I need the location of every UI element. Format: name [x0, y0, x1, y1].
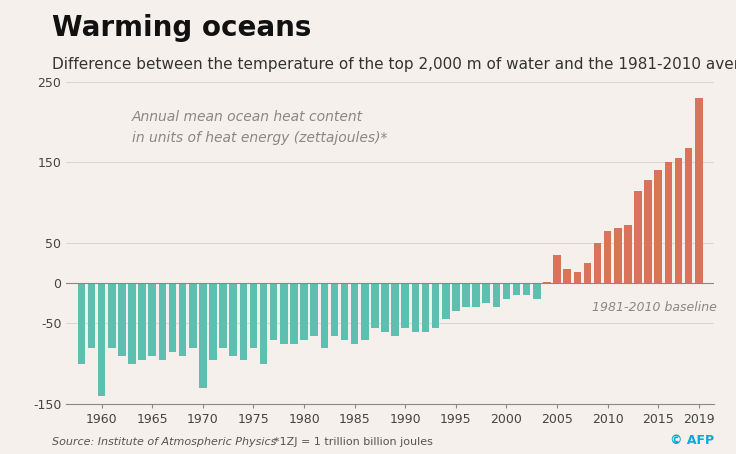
Bar [381, 283, 389, 331]
Bar [614, 228, 622, 283]
Bar [230, 283, 237, 356]
Bar [371, 283, 379, 327]
Bar [695, 98, 703, 283]
Bar [118, 283, 126, 356]
Bar [411, 283, 420, 331]
Bar [88, 283, 96, 348]
Bar [573, 272, 581, 283]
Bar [290, 283, 298, 344]
Bar [320, 283, 328, 348]
Bar [492, 283, 500, 307]
Bar [361, 283, 369, 340]
Bar [462, 283, 470, 307]
Bar [604, 231, 612, 283]
Bar [543, 281, 551, 283]
Bar [260, 283, 267, 364]
Bar [341, 283, 348, 340]
Bar [563, 269, 571, 283]
Text: Annual mean ocean heat content
in units of heat energy (zettajoules)*: Annual mean ocean heat content in units … [132, 110, 388, 144]
Bar [675, 158, 682, 283]
Bar [654, 170, 662, 283]
Bar [594, 243, 601, 283]
Bar [270, 283, 277, 340]
Bar [392, 283, 399, 336]
Bar [300, 283, 308, 340]
Bar [533, 283, 541, 299]
Bar [351, 283, 358, 344]
Bar [513, 283, 520, 295]
Bar [98, 283, 105, 396]
Bar [280, 283, 288, 344]
Bar [401, 283, 409, 327]
Bar [553, 255, 561, 283]
Bar [473, 283, 480, 307]
Bar [482, 283, 490, 303]
Bar [239, 283, 247, 360]
Bar [108, 283, 116, 348]
Bar [330, 283, 339, 336]
Bar [311, 283, 318, 336]
Bar [169, 283, 177, 352]
Bar [250, 283, 258, 348]
Bar [209, 283, 217, 360]
Bar [624, 225, 631, 283]
Bar [179, 283, 186, 356]
Text: Warming oceans: Warming oceans [52, 14, 311, 42]
Bar [442, 283, 450, 320]
Bar [138, 283, 146, 360]
Bar [503, 283, 510, 299]
Bar [189, 283, 197, 348]
Bar [584, 263, 591, 283]
Bar [644, 180, 652, 283]
Bar [634, 191, 642, 283]
Text: *1ZJ = 1 trillion billion joules: *1ZJ = 1 trillion billion joules [274, 437, 433, 447]
Bar [432, 283, 439, 327]
Bar [422, 283, 429, 331]
Bar [199, 283, 207, 388]
Bar [158, 283, 166, 360]
Bar [684, 148, 693, 283]
Bar [452, 283, 460, 311]
Bar [665, 162, 672, 283]
Text: 1981-2010 baseline: 1981-2010 baseline [592, 301, 718, 314]
Bar [77, 283, 85, 364]
Bar [219, 283, 227, 348]
Text: Difference between the temperature of the top 2,000 m of water and the 1981-2010: Difference between the temperature of th… [52, 57, 736, 72]
Text: Source: Institute of Atmospheric Physics: Source: Institute of Atmospheric Physics [52, 437, 276, 447]
Bar [128, 283, 136, 364]
Text: © AFP: © AFP [670, 434, 714, 447]
Bar [523, 283, 531, 295]
Bar [149, 283, 156, 356]
